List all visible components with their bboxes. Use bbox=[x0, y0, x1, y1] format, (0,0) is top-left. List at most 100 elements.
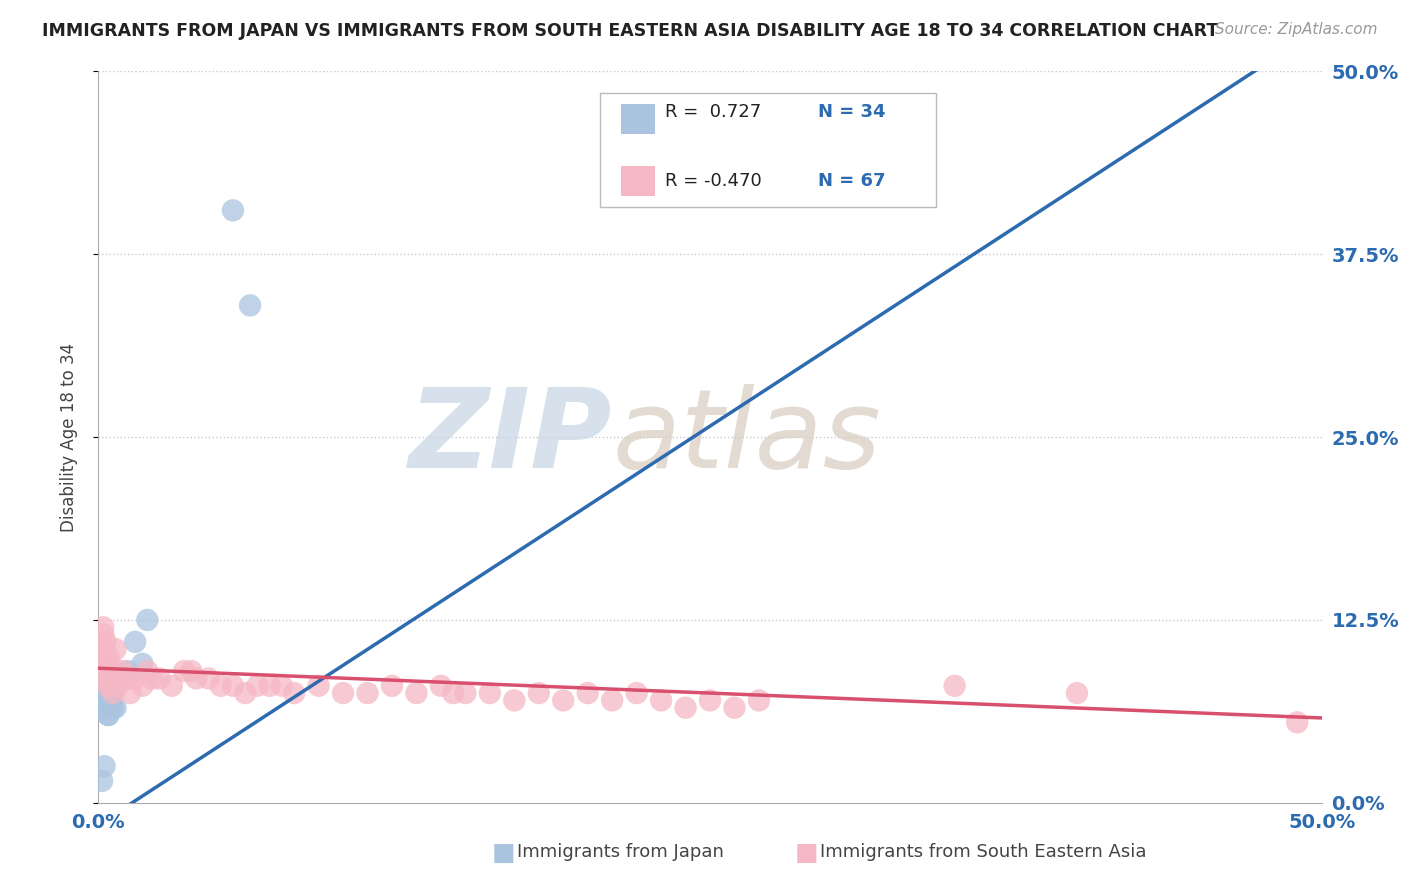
Point bbox=[107, 672, 129, 686]
Point bbox=[173, 664, 195, 678]
Point bbox=[91, 773, 114, 788]
Point bbox=[405, 686, 427, 700]
Point bbox=[441, 686, 464, 700]
Point bbox=[124, 672, 146, 686]
Point bbox=[91, 620, 114, 634]
Text: Immigrants from South Eastern Asia: Immigrants from South Eastern Asia bbox=[820, 843, 1146, 861]
Point bbox=[101, 679, 124, 693]
Point bbox=[124, 635, 146, 649]
Point bbox=[131, 657, 153, 671]
Point bbox=[100, 700, 122, 714]
Point bbox=[600, 693, 623, 707]
Point bbox=[136, 613, 159, 627]
Point bbox=[97, 693, 120, 707]
Point bbox=[94, 693, 117, 707]
Point bbox=[94, 672, 117, 686]
Point bbox=[100, 693, 122, 707]
Point bbox=[270, 679, 294, 693]
Point bbox=[246, 679, 269, 693]
Point bbox=[141, 672, 163, 686]
Point bbox=[626, 686, 648, 700]
Point bbox=[97, 708, 120, 723]
Point bbox=[100, 686, 122, 700]
Point bbox=[1286, 715, 1309, 730]
Point bbox=[97, 649, 120, 664]
FancyBboxPatch shape bbox=[620, 104, 655, 134]
Point bbox=[104, 642, 127, 657]
Point bbox=[748, 693, 770, 707]
Point bbox=[111, 664, 134, 678]
Text: atlas: atlas bbox=[612, 384, 880, 491]
Point bbox=[97, 708, 120, 723]
Point bbox=[94, 657, 117, 671]
Point bbox=[308, 679, 330, 693]
Point bbox=[100, 672, 122, 686]
Point bbox=[180, 664, 202, 678]
Point bbox=[101, 679, 124, 693]
Point bbox=[576, 686, 599, 700]
Point bbox=[723, 700, 745, 714]
Point bbox=[149, 672, 172, 686]
Point bbox=[100, 700, 122, 714]
Text: Immigrants from Japan: Immigrants from Japan bbox=[517, 843, 724, 861]
Point bbox=[101, 686, 124, 700]
Point bbox=[100, 657, 122, 671]
Point bbox=[650, 693, 672, 707]
Point bbox=[94, 664, 117, 678]
Point bbox=[94, 672, 117, 686]
Text: N = 34: N = 34 bbox=[818, 103, 886, 120]
Point bbox=[100, 664, 122, 678]
Point bbox=[97, 700, 120, 714]
Point bbox=[527, 686, 550, 700]
Point bbox=[283, 686, 305, 700]
Point bbox=[131, 679, 153, 693]
Point bbox=[222, 203, 245, 218]
Text: N = 67: N = 67 bbox=[818, 172, 886, 190]
Point bbox=[93, 759, 115, 773]
Point bbox=[100, 693, 122, 707]
Text: ■: ■ bbox=[492, 841, 516, 865]
Point bbox=[222, 679, 245, 693]
Point bbox=[94, 693, 117, 707]
Point bbox=[104, 700, 127, 714]
Point bbox=[91, 642, 114, 657]
Point bbox=[259, 679, 281, 693]
Text: R =  0.727: R = 0.727 bbox=[665, 103, 761, 120]
Point bbox=[160, 679, 183, 693]
Point bbox=[381, 679, 404, 693]
Point bbox=[97, 679, 120, 693]
Point bbox=[91, 627, 114, 641]
Point bbox=[100, 672, 122, 686]
Point bbox=[97, 686, 120, 700]
Point bbox=[478, 686, 501, 700]
Point bbox=[454, 686, 477, 700]
Point bbox=[100, 693, 122, 707]
Point bbox=[91, 693, 114, 707]
Point bbox=[197, 672, 219, 686]
Point bbox=[675, 700, 697, 714]
Point bbox=[503, 693, 526, 707]
Point bbox=[97, 657, 120, 671]
Point bbox=[97, 664, 120, 678]
Point bbox=[97, 679, 120, 693]
Point bbox=[94, 693, 117, 707]
Point bbox=[94, 635, 117, 649]
FancyBboxPatch shape bbox=[620, 167, 655, 195]
Point bbox=[120, 686, 142, 700]
Point bbox=[239, 298, 262, 312]
Point bbox=[94, 686, 117, 700]
Point bbox=[107, 672, 129, 686]
Point bbox=[94, 664, 117, 678]
Point bbox=[186, 672, 208, 686]
Point bbox=[91, 649, 114, 664]
Point bbox=[943, 679, 966, 693]
Point bbox=[233, 686, 256, 700]
Text: R = -0.470: R = -0.470 bbox=[665, 172, 762, 190]
Text: ZIP: ZIP bbox=[409, 384, 612, 491]
Point bbox=[1066, 686, 1088, 700]
Point bbox=[117, 664, 139, 678]
Point bbox=[94, 657, 117, 671]
FancyBboxPatch shape bbox=[600, 94, 936, 207]
Point bbox=[90, 635, 112, 649]
Point bbox=[430, 679, 453, 693]
